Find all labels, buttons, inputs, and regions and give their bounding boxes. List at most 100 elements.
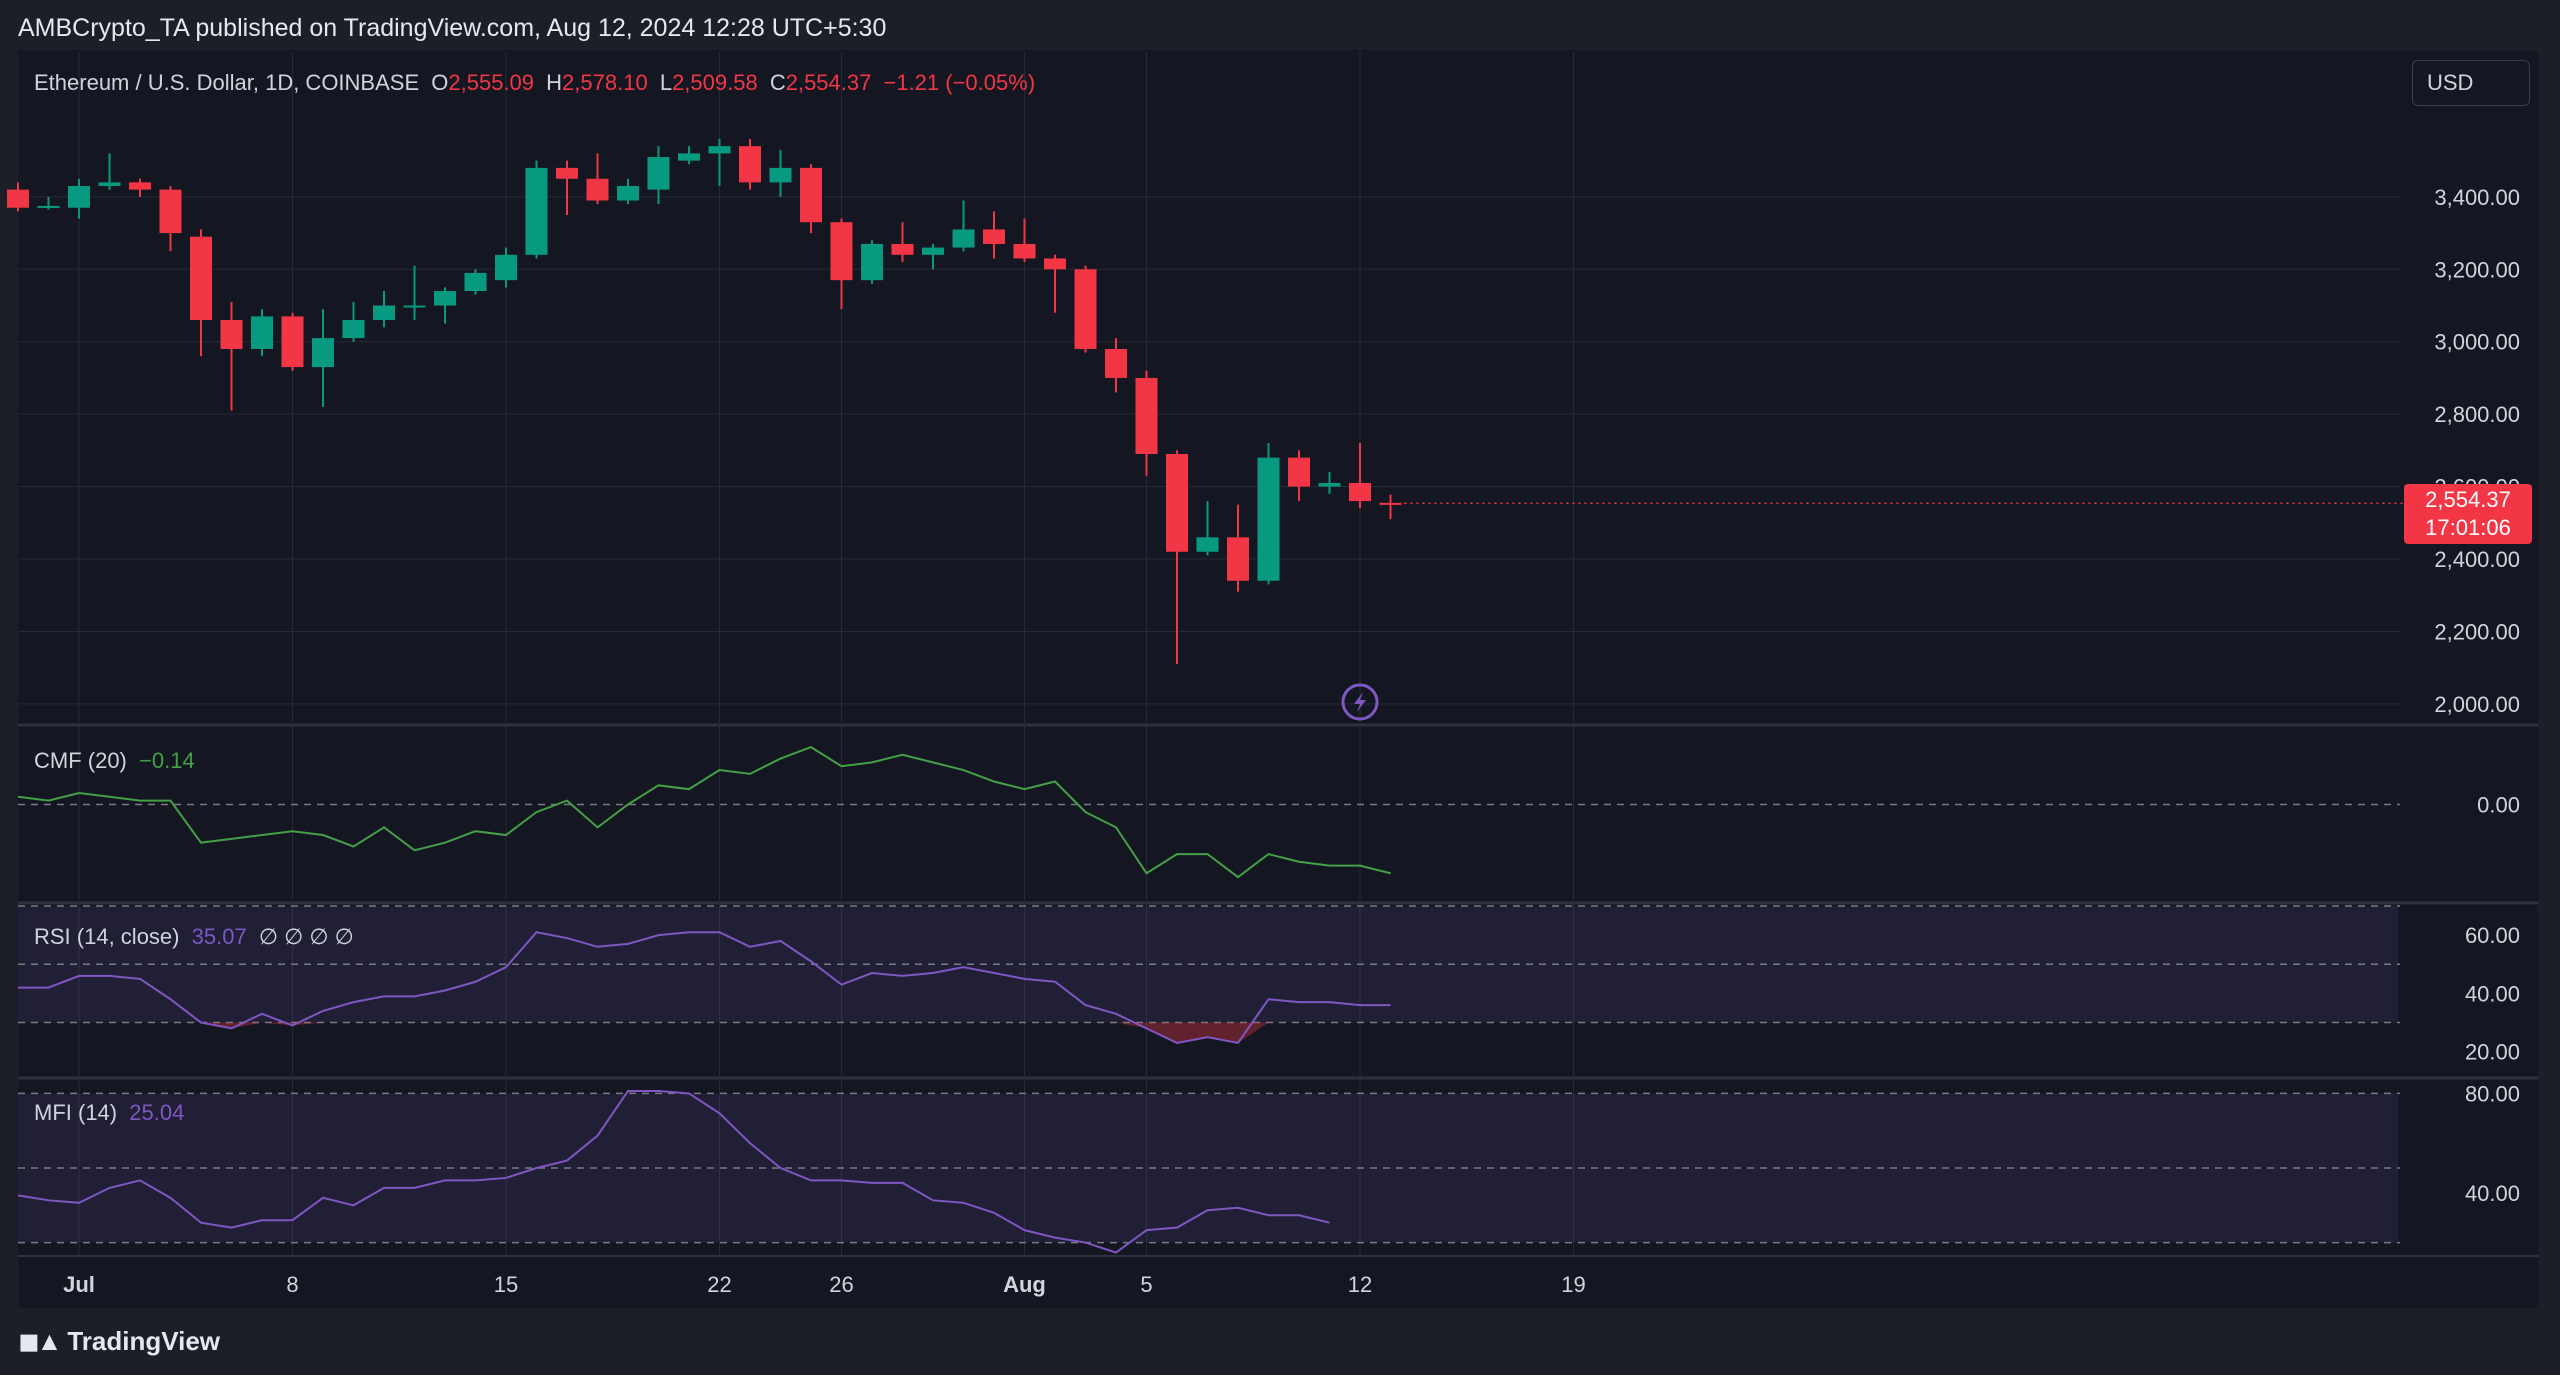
mfi-line [17, 1089, 1330, 1254]
high-value: 2,578.10 [562, 70, 648, 95]
candle-body [220, 320, 243, 349]
candle [861, 240, 883, 284]
close-label: C [769, 70, 786, 95]
candle [1227, 504, 1249, 592]
candle [983, 211, 1005, 259]
candle [1318, 472, 1341, 494]
main-legend: Ethereum / U.S. Dollar, 1D, COINBASE O 2,… [34, 70, 1041, 96]
candle [1349, 443, 1371, 509]
candle-body [922, 247, 944, 255]
time-tick-label: Jul [63, 1272, 95, 1297]
candle [220, 301, 243, 411]
candle [556, 160, 578, 215]
cmf-legend: CMF (20) −0.14 [34, 748, 201, 774]
currency-button[interactable]: USD [2412, 60, 2530, 106]
time-tick-label: 12 [1348, 1272, 1372, 1297]
candle-body [312, 338, 334, 368]
candle [1166, 450, 1188, 665]
candle-body [1105, 348, 1127, 378]
time-tick-label: 15 [494, 1272, 518, 1297]
candle-body [1379, 502, 1402, 505]
candle [922, 243, 944, 270]
tradingview-brand: TradingView [67, 1326, 221, 1356]
candle-body [1349, 482, 1371, 502]
candle-body [617, 186, 639, 201]
candle [678, 146, 700, 165]
candle-body [861, 243, 883, 281]
candle-body [190, 236, 212, 320]
time-tick-label: 26 [829, 1272, 853, 1297]
candle-body [800, 167, 822, 223]
candle [434, 287, 456, 324]
candle [1288, 450, 1310, 502]
open-label: O [431, 70, 449, 95]
candle [251, 309, 273, 357]
candle-body [434, 291, 456, 306]
candle-body [983, 229, 1005, 244]
candle [891, 222, 914, 263]
mfi-legend: MFI (14) 25.04 [34, 1100, 190, 1126]
candle [495, 247, 517, 288]
mfi-tick-label: 40.00 [2465, 1181, 2520, 1206]
candle [1013, 218, 1036, 263]
candle [68, 178, 90, 219]
candle-body [129, 182, 151, 190]
mfi-tick-label: 80.00 [2465, 1081, 2520, 1106]
candle-body [952, 229, 975, 248]
symbol-title: Ethereum / U.S. Dollar, 1D, COINBASE [34, 70, 420, 95]
rsi-tick-label: 20.00 [2465, 1040, 2520, 1065]
candle [1135, 370, 1158, 476]
candle [7, 182, 29, 212]
cmf-tick-label: 0.00 [2477, 792, 2520, 817]
candle-body [647, 157, 670, 190]
candle-body [1074, 269, 1097, 349]
candle-body [586, 178, 609, 201]
candle-body [1166, 454, 1188, 552]
time-tick-label: 22 [707, 1272, 731, 1297]
candle [464, 269, 487, 295]
candle-body [556, 167, 578, 179]
rsi-tick-label: 60.00 [2465, 923, 2520, 948]
rsi-label: RSI (14, close) [34, 924, 180, 949]
time-tick-label: Aug [1003, 1272, 1046, 1297]
indicator-lines [17, 746, 1391, 1254]
candle-body [708, 146, 731, 154]
candle [129, 178, 151, 197]
candle-body [159, 189, 182, 234]
price-tick-label: 3,000.00 [2434, 330, 2520, 355]
candle-body [403, 305, 426, 308]
candle [1044, 254, 1066, 313]
candle [1257, 443, 1280, 585]
chart-frame [18, 50, 2538, 1308]
publisher-line: AMBCrypto_TA published on TradingView.co… [18, 14, 887, 42]
candle [1074, 265, 1097, 353]
time-tick-label: 19 [1561, 1272, 1585, 1297]
lightning-icon [1341, 683, 1379, 721]
price-tick-label: 3,400.00 [2434, 185, 2520, 210]
chart-extras [1341, 502, 2404, 721]
candle-body [830, 222, 853, 281]
last-price: 2,554.37 [2425, 487, 2511, 512]
candle [342, 301, 365, 342]
price-tick-label: 2,800.00 [2434, 402, 2520, 427]
candle [769, 149, 792, 197]
candle [617, 178, 639, 205]
candle-body [373, 305, 395, 320]
candle-body [464, 272, 487, 292]
candle-body [891, 243, 914, 255]
oscillator-bands [18, 803, 2400, 1244]
rsi-legend: RSI (14, close) 35.07 ∅ ∅ ∅ ∅ [34, 924, 360, 950]
candle [739, 138, 761, 190]
change-value: −1.21 (−0.05%) [883, 70, 1036, 95]
candle [281, 312, 304, 371]
candle [952, 200, 975, 252]
tradingview-logo[interactable]: ◼▲ TradingView [18, 1326, 220, 1357]
candle-body [769, 167, 792, 183]
candle-body [678, 153, 700, 161]
candle-body [7, 189, 29, 208]
candle-body [1257, 457, 1280, 581]
candle [98, 153, 121, 190]
cmf-label: CMF (20) [34, 748, 127, 773]
price-tick-label: 2,400.00 [2434, 547, 2520, 572]
